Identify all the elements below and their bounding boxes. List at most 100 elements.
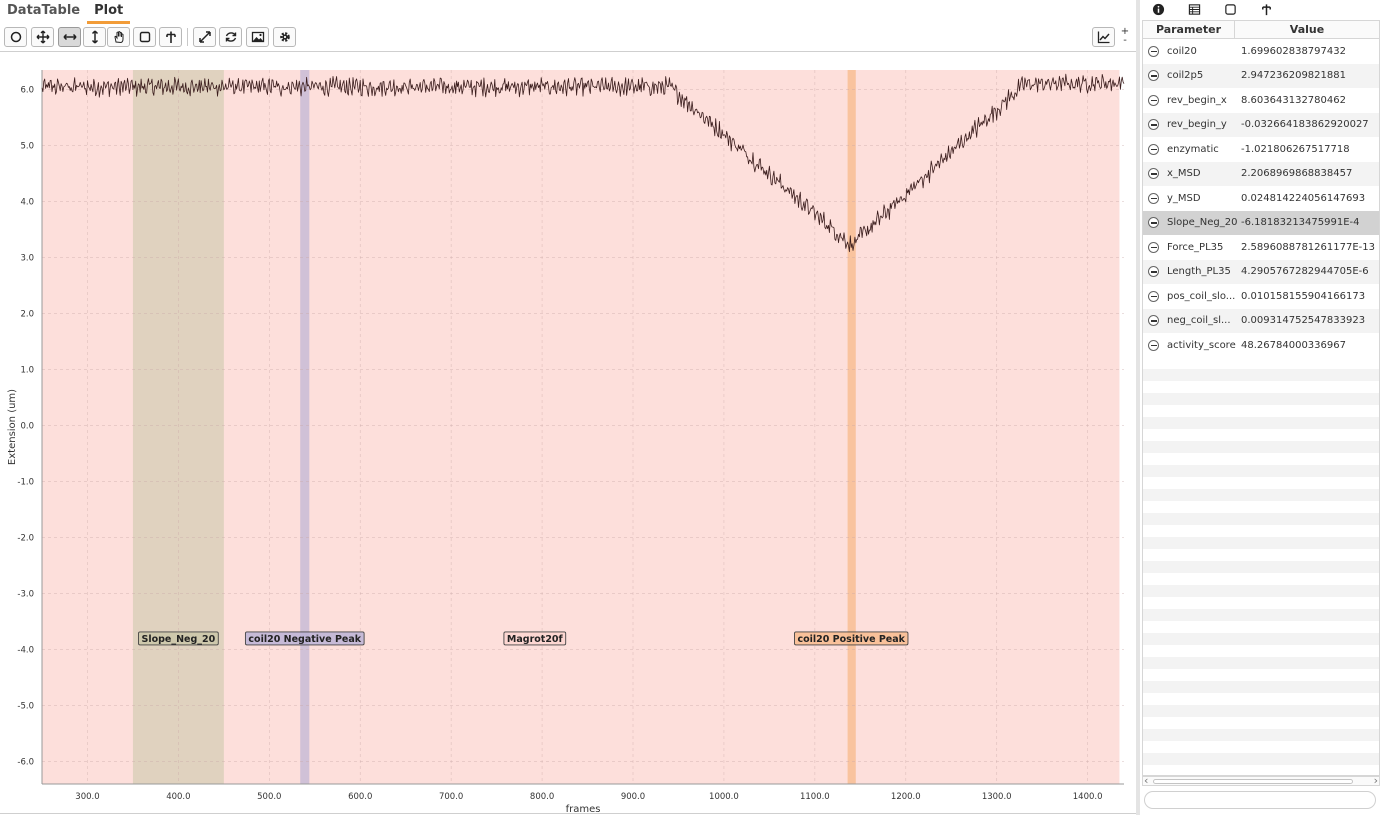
parameter-name: enzymatic [1167,143,1219,155]
table-row[interactable]: activity_score 48.26784000336967 [1143,333,1379,358]
plot-area[interactable]: 300.0 400.0 500.0 600.0 700.0 800.0 900.0 1000.… [0,51,1136,815]
table-horizontal-scrollbar[interactable]: ‹ › [1142,774,1380,787]
remove-parameter-button[interactable] [1148,339,1159,351]
remove-parameter-button[interactable] [1148,217,1159,229]
remove-parameter-button[interactable] [1148,290,1159,302]
region-label-text: Slope_Neg_20 [141,634,215,645]
region-label-1[interactable]: Slope_Neg_20 [138,631,219,646]
settings-tool-button[interactable] [273,27,296,47]
table-row[interactable]: rev_begin_x 8.603643132780462 [1143,88,1379,113]
zoom-in-icon[interactable]: + [1120,26,1130,37]
table-row[interactable]: neg_coil_sl... 0.009314752547833923 [1143,308,1379,333]
remove-parameter-button[interactable] [1148,315,1159,327]
marker-tool-button[interactable] [159,27,182,47]
parameter-value: -1.021806267517718 [1241,143,1350,155]
table-row[interactable]: Slope_Neg_20 -6.18183213475991E-4 [1143,210,1379,235]
remove-parameter-button[interactable] [1148,266,1159,278]
remove-parameter-button[interactable] [1148,241,1159,253]
box-tool-button[interactable] [133,27,156,47]
tab-plot[interactable]: Plot [87,0,131,24]
pan-tool-button[interactable] [31,27,54,47]
region-label-box [138,631,219,646]
region-label-text: coil20 Positive Peak [797,634,905,645]
parameter-value: 0.024814224056147693 [1241,192,1366,204]
circle-icon [10,31,21,43]
export-image-tool-button[interactable] [246,27,269,47]
table-row[interactable]: enzymatic -1.021806267517718 [1143,137,1379,162]
side-tab-info[interactable] [1140,0,1176,18]
parameter-name: Length_PL35 [1167,266,1231,278]
horizontal-resize-icon [62,33,77,41]
parameter-search-input[interactable] [1144,791,1376,809]
remove-parameter-button[interactable] [1148,70,1159,82]
gear-icon [279,32,290,42]
xrange-tool-button[interactable] [58,27,81,47]
table-row[interactable]: rev_begin_y -0.032664183862920027 [1143,112,1379,137]
table-row[interactable]: pos_coil_slo... 0.010158155904166173 [1143,284,1379,309]
remove-parameter-button[interactable] [1148,94,1159,106]
parameter-value: -0.032664183862920027 [1241,119,1369,131]
scrollbar-thumb[interactable] [1153,779,1353,784]
zoom-controls[interactable]: + - [1119,27,1131,47]
region-label-3[interactable]: coil20 Positive Peak [794,631,909,646]
region-label-2[interactable]: coil20 Negative Peak [244,631,365,646]
region-label-text: coil20 Negative Peak [248,634,361,645]
side-tabs [1140,0,1380,18]
view-tabs: DataTable Plot [0,0,131,24]
parameter-name: rev_begin_y [1167,119,1227,131]
remove-parameter-button[interactable] [1148,119,1159,131]
y-tick-label: -5.0 [17,702,34,712]
chart-type-tool-button[interactable] [1092,27,1115,47]
parameter-name: Slope_Neg_20 [1167,217,1238,229]
parameter-value: 2.5896088781261177E-13 [1241,241,1375,253]
remove-parameter-button[interactable] [1148,45,1159,57]
parameter-value: 0.010158155904166173 [1241,290,1366,302]
side-tab-square[interactable] [1212,0,1248,18]
side-tab-marker[interactable] [1248,0,1284,18]
region-label-0[interactable]: Magrot20f [503,631,567,646]
refresh-icon [225,32,236,42]
side-tab-table[interactable] [1176,0,1212,18]
y-axis-title: Extension (um) [7,389,18,465]
series-line-0[interactable] [41,73,1125,253]
table-row[interactable]: coil20 1.699602838797432 [1143,39,1379,64]
plot-pane: DataTable Plot [0,0,1136,815]
pane-splitter[interactable] [1136,0,1140,815]
y-tick-label: -1.0 [17,478,34,488]
tab-datatable[interactable]: DataTable [7,3,81,18]
remove-parameter-button[interactable] [1148,143,1159,155]
parameter-name: activity_score [1167,339,1236,351]
remove-parameter-button[interactable] [1148,192,1159,204]
extension-chart[interactable]: 300.0 400.0 500.0 600.0 700.0 800.0 900.0 1000.… [0,52,1136,815]
x-tick-label: 800.0 [530,792,554,802]
remove-parameter-button[interactable] [1148,168,1159,180]
table-row[interactable]: y_MSD 0.024814224056147693 [1143,186,1379,211]
x-axis-title: frames [566,804,601,815]
table-row[interactable]: x_MSD 2.2068969868838457 [1143,161,1379,186]
fit-tool-button[interactable] [193,27,216,47]
toolbar-separator [187,28,188,46]
marker-icon [1261,3,1271,15]
vertical-resize-icon [91,30,98,44]
region-label-box [794,631,909,646]
yrange-tool-button[interactable] [83,27,106,47]
y-tick-label: 0.0 [20,422,34,432]
table-row[interactable]: Force_PL35 2.5896088781261177E-13 [1143,235,1379,260]
parameter-value: 2.947236209821881 [1241,70,1346,82]
x-tick-label: 900.0 [621,792,645,802]
refresh-tool-button[interactable] [219,27,242,47]
column-header-value[interactable]: Value [1289,23,1325,36]
x-tick-label: 1100.0 [800,792,830,802]
scroll-left-icon[interactable]: ‹ [1144,774,1149,787]
table-row[interactable]: coil2p5 2.947236209821881 [1143,63,1379,88]
zoom-out-icon[interactable]: - [1123,35,1127,46]
region-label-box [503,631,567,646]
select-tool-button[interactable] [4,27,27,47]
table-row[interactable]: Length_PL35 4.2905767282944705E-6 [1143,259,1379,284]
region-label-text: Magrot20f [507,634,564,645]
column-header-parameter[interactable]: Parameter [1143,21,1235,38]
scroll-right-icon[interactable]: › [1373,774,1378,787]
drag-tool-button[interactable] [107,27,130,47]
region-3[interactable] [847,70,856,784]
region-2[interactable] [300,70,310,784]
